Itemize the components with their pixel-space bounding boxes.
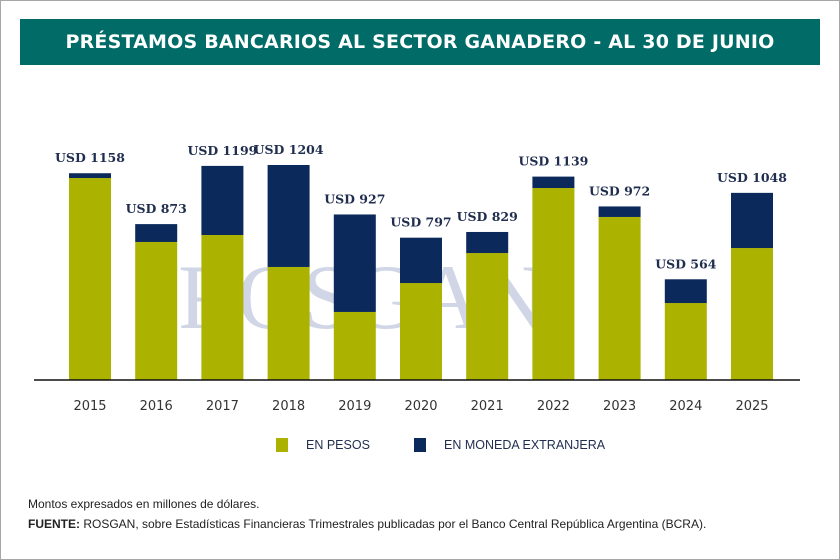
bar-segment-pesos-2020 bbox=[400, 283, 442, 380]
bar-segment-pesos-2022 bbox=[532, 188, 575, 380]
total-label-2025: USD 1048 bbox=[717, 170, 787, 185]
units-note: Montos expresados en millones de dólares… bbox=[28, 497, 260, 511]
x-tick-label-2018: 2018 bbox=[272, 399, 305, 414]
source-text: ROSGAN, sobre Estadísticas Financieras T… bbox=[80, 517, 707, 531]
total-label-2016: USD 873 bbox=[126, 201, 187, 216]
total-label-2023: USD 972 bbox=[589, 183, 650, 198]
bar-segment-foreign-2021 bbox=[466, 231, 509, 254]
x-tick-label-2015: 2015 bbox=[73, 399, 106, 414]
total-label-2017: USD 1199 bbox=[187, 143, 257, 158]
x-tick-label-2021: 2021 bbox=[471, 399, 504, 414]
x-tick-label-2017: 2017 bbox=[206, 399, 239, 414]
legend-item-foreign-currency: EN MONEDA EXTRANJERA bbox=[414, 438, 605, 452]
legend-label-pesos: EN PESOS bbox=[306, 438, 370, 452]
x-tick-label-2016: 2016 bbox=[140, 399, 173, 414]
total-label-2024: USD 564 bbox=[655, 256, 717, 271]
bar-segment-pesos-2018 bbox=[267, 266, 310, 380]
total-label-2021: USD 829 bbox=[457, 209, 518, 224]
x-tick-label-2022: 2022 bbox=[537, 399, 570, 414]
bar-segment-foreign-2025 bbox=[731, 192, 773, 249]
total-label-2019: USD 927 bbox=[324, 191, 385, 206]
x-tick-label-2020: 2020 bbox=[404, 399, 437, 414]
bar-segment-pesos-2015 bbox=[69, 178, 111, 380]
bar-segment-foreign-2022 bbox=[532, 176, 575, 189]
total-label-2020: USD 797 bbox=[390, 215, 451, 230]
bar-segment-foreign-2019 bbox=[333, 214, 376, 312]
bar-segment-foreign-2015 bbox=[69, 173, 111, 179]
legend-label-foreign-currency: EN MONEDA EXTRANJERA bbox=[444, 438, 606, 452]
total-label-2018: USD 1204 bbox=[254, 142, 324, 157]
source-note: FUENTE: ROSGAN, sobre Estadísticas Finan… bbox=[28, 517, 706, 531]
x-tick-label-2024: 2024 bbox=[669, 399, 702, 414]
legend-swatch-pesos bbox=[276, 438, 288, 452]
bar-segment-foreign-2017 bbox=[201, 165, 244, 235]
bar-segment-pesos-2025 bbox=[731, 248, 773, 380]
x-tick-label-2023: 2023 bbox=[603, 399, 636, 414]
bar-segment-pesos-2023 bbox=[598, 216, 641, 380]
bar-segment-pesos-2021 bbox=[466, 253, 509, 380]
bar-segment-foreign-2020 bbox=[400, 237, 442, 284]
legend-item-pesos: EN PESOS bbox=[276, 438, 370, 452]
chart-title: PRÉSTAMOS BANCARIOS AL SECTOR GANADERO -… bbox=[65, 31, 775, 53]
total-label-2015: USD 1158 bbox=[55, 150, 125, 165]
legend-swatch-foreign-currency bbox=[414, 438, 426, 452]
bar-segment-foreign-2016 bbox=[135, 224, 178, 242]
x-tick-label-2019: 2019 bbox=[338, 399, 371, 414]
bar-segment-pesos-2016 bbox=[135, 241, 178, 380]
bar-segment-foreign-2024 bbox=[664, 279, 707, 304]
title-banner: PRÉSTAMOS BANCARIOS AL SECTOR GANADERO -… bbox=[20, 19, 820, 65]
total-label-2022: USD 1139 bbox=[518, 154, 588, 169]
legend: EN PESOS EN MONEDA EXTRANJERA bbox=[0, 438, 840, 458]
bar-segment-foreign-2023 bbox=[598, 206, 641, 217]
bar-segment-pesos-2019 bbox=[333, 311, 376, 380]
bar-segment-pesos-2017 bbox=[201, 235, 244, 380]
source-label: FUENTE: bbox=[28, 517, 80, 531]
bar-segment-foreign-2018 bbox=[267, 165, 310, 267]
bar-segment-pesos-2024 bbox=[664, 303, 707, 380]
x-tick-label-2025: 2025 bbox=[735, 399, 768, 414]
